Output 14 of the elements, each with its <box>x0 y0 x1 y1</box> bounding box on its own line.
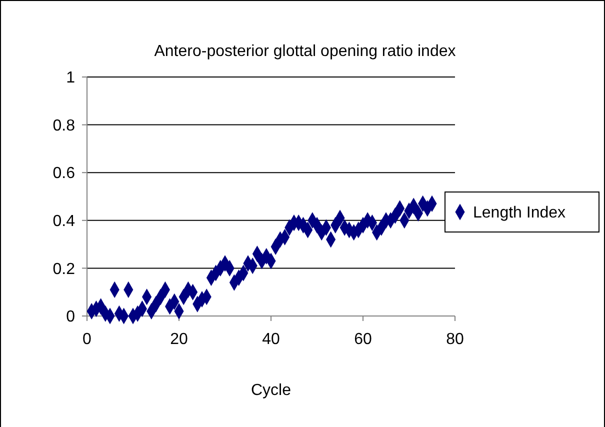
x-tick-label: 40 <box>262 331 280 348</box>
x-tick-label: 0 <box>82 331 92 348</box>
x-tick-label: 60 <box>354 331 372 348</box>
y-tick-label: 1 <box>66 70 76 87</box>
x-axis-title: Cycle <box>250 382 292 399</box>
x-tick-label: 80 <box>446 331 464 348</box>
y-tick-label: 0.2 <box>52 260 76 278</box>
y-tick-label: 0 <box>66 308 76 326</box>
y-tick-label: 0.4 <box>52 213 76 230</box>
y-tick-label: 0.6 <box>52 165 76 182</box>
legend-label: Length Index <box>473 204 566 222</box>
y-tick-label: 0.8 <box>52 117 76 134</box>
x-tick-label: 20 <box>170 331 188 348</box>
chart-title: Antero-posterior glottal opening ratio index <box>154 43 456 60</box>
